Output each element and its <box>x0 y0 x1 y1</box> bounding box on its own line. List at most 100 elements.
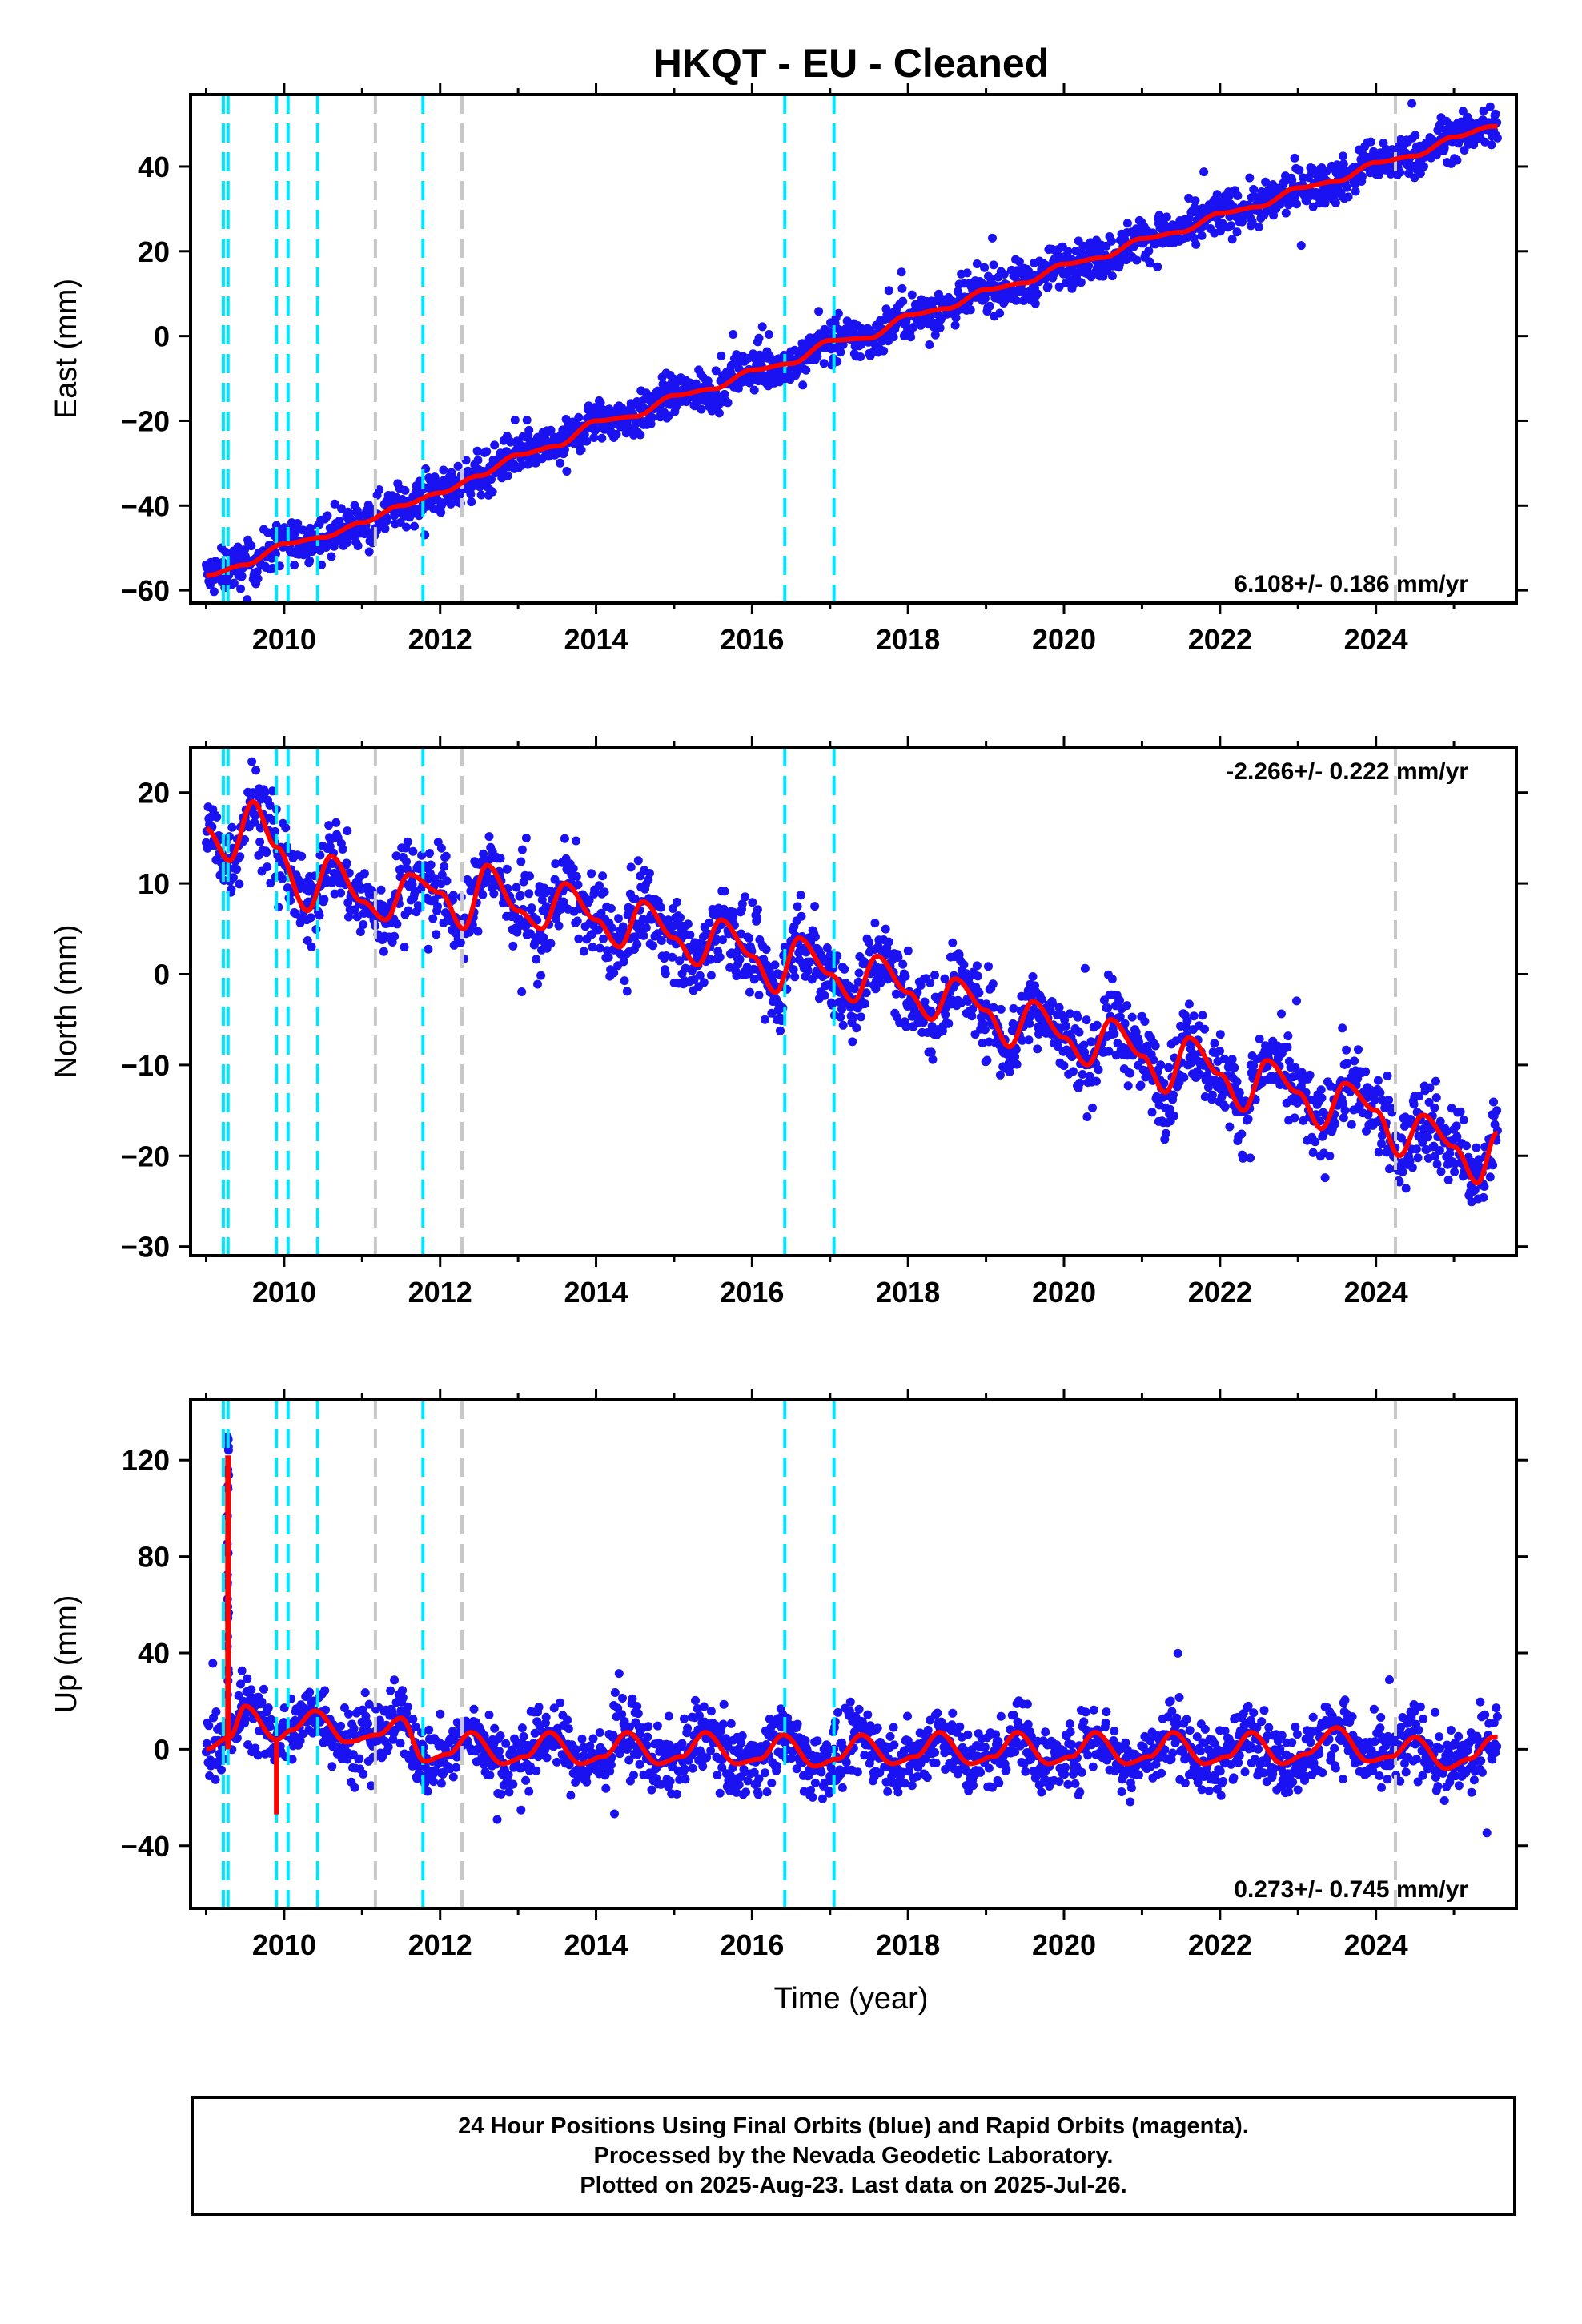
data-point <box>898 296 908 306</box>
data-point <box>982 1055 992 1065</box>
data-point <box>1235 1088 1244 1097</box>
data-point <box>754 333 764 343</box>
data-point <box>1331 1119 1340 1128</box>
data-point <box>996 1004 1006 1014</box>
data-point <box>1080 963 1090 973</box>
data-point <box>595 1728 604 1737</box>
data-point <box>601 1783 611 1793</box>
data-point <box>469 1704 479 1714</box>
data-point <box>717 351 726 360</box>
data-point <box>267 786 277 796</box>
data-point <box>1296 241 1306 251</box>
data-point <box>1191 239 1201 249</box>
data-point <box>404 906 413 915</box>
data-point <box>848 1037 857 1047</box>
data-point <box>1479 1192 1488 1202</box>
scatter-points <box>202 99 1502 603</box>
data-point <box>897 267 906 277</box>
data-point <box>1320 199 1330 208</box>
data-point <box>562 467 572 476</box>
data-point <box>1025 1019 1034 1028</box>
data-point <box>229 578 239 588</box>
data-point <box>1212 190 1222 199</box>
data-point <box>1225 1122 1235 1132</box>
data-point <box>1014 257 1024 267</box>
data-point <box>525 871 534 881</box>
data-point <box>534 1703 544 1712</box>
data-point <box>630 894 640 903</box>
data-point <box>1415 169 1425 179</box>
data-point <box>290 561 299 570</box>
data-point <box>437 870 447 879</box>
data-point <box>1129 242 1138 251</box>
data-point <box>1136 1080 1146 1090</box>
data-point <box>926 978 935 987</box>
data-point <box>1366 137 1375 147</box>
data-point <box>729 330 738 339</box>
data-point <box>487 475 496 485</box>
data-point <box>1432 1160 1442 1169</box>
data-point <box>466 489 476 499</box>
data-point <box>556 1698 565 1707</box>
data-point <box>680 1764 689 1774</box>
data-point <box>765 330 773 339</box>
data-point <box>572 916 582 926</box>
data-point <box>1311 1137 1320 1147</box>
data-point <box>512 883 521 892</box>
data-point <box>1339 151 1347 161</box>
data-point <box>572 871 581 881</box>
data-point <box>810 932 820 942</box>
data-point <box>298 525 307 535</box>
data-point <box>436 843 446 853</box>
data-point <box>1073 1012 1082 1022</box>
data-point <box>995 308 1005 318</box>
data-point <box>656 936 666 945</box>
data-point <box>628 1694 637 1703</box>
data-point <box>1150 1041 1160 1051</box>
data-point <box>1012 1059 1022 1069</box>
data-point <box>644 869 654 878</box>
data-point <box>770 960 780 970</box>
data-point <box>677 1739 687 1748</box>
data-point <box>1200 1024 1209 1034</box>
data-point <box>233 542 243 552</box>
data-point <box>1452 1121 1461 1131</box>
data-point <box>1243 1114 1253 1124</box>
data-point <box>950 320 960 330</box>
data-point <box>635 1759 644 1769</box>
data-point <box>813 1736 822 1746</box>
data-point <box>1308 202 1318 211</box>
data-point <box>517 1723 527 1733</box>
data-point <box>1488 1160 1498 1170</box>
data-point <box>251 811 260 820</box>
data-point <box>753 1790 763 1799</box>
y-tick-label: 20 <box>138 777 170 810</box>
data-point <box>327 552 336 561</box>
data-point <box>1480 1182 1489 1191</box>
data-point <box>260 788 270 797</box>
data-point <box>1107 236 1116 246</box>
data-point <box>813 352 822 361</box>
data-point <box>1439 143 1449 153</box>
data-point <box>566 1791 576 1800</box>
data-point <box>664 1711 673 1721</box>
data-point <box>995 1070 1005 1080</box>
data-point <box>1383 1071 1392 1080</box>
data-point <box>1069 1067 1078 1076</box>
data-point <box>517 845 527 854</box>
data-point <box>672 897 681 907</box>
data-point <box>235 879 244 889</box>
y-tick-label: 10 <box>138 867 170 900</box>
data-point <box>833 308 843 318</box>
data-point <box>598 871 608 881</box>
data-point <box>490 1723 500 1733</box>
data-point <box>620 976 629 986</box>
data-point <box>227 822 237 832</box>
data-point <box>1435 1146 1444 1155</box>
data-point <box>228 873 238 883</box>
data-point <box>767 1779 777 1787</box>
data-point <box>577 1734 587 1743</box>
data-point <box>1179 1072 1189 1082</box>
data-point <box>1492 1106 1502 1116</box>
data-point <box>753 913 762 923</box>
